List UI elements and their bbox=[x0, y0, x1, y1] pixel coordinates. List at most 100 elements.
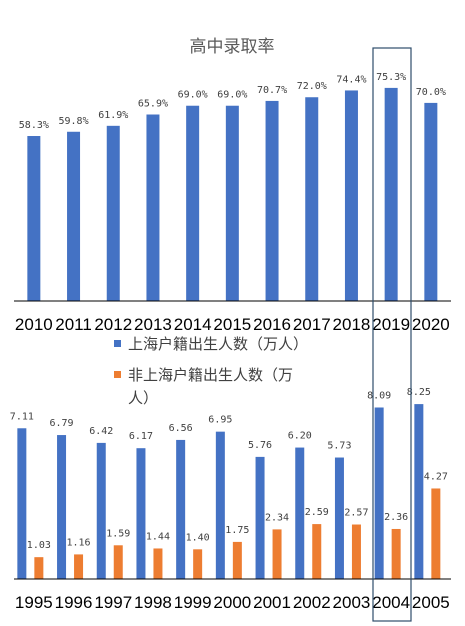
data-label-2018: 74.4% bbox=[336, 74, 366, 85]
bar-local-2002 bbox=[295, 447, 305, 579]
data-label-2020: 70.0% bbox=[416, 87, 446, 98]
bar-2020 bbox=[424, 102, 438, 302]
bar-nonlocal-1996 bbox=[74, 554, 84, 579]
data-label-nonlocal-1996: 1.16 bbox=[67, 537, 91, 548]
x-tick-2018: 2018 bbox=[333, 315, 371, 334]
bar-nonlocal-2005 bbox=[431, 488, 441, 579]
x-tick-2000: 2000 bbox=[213, 593, 251, 612]
data-label-nonlocal-2002: 2.59 bbox=[305, 507, 329, 518]
bar-2014 bbox=[186, 105, 200, 301]
x-tick-1998: 1998 bbox=[134, 593, 172, 612]
data-label-local-1998: 6.17 bbox=[129, 431, 153, 442]
bottom-chart-x-ticks: 1995 1996 1997 1998 1999 2000 2001 2002 2003 2004… bbox=[15, 593, 450, 612]
legend-label-blue: 上海户籍出生人数（万人） bbox=[128, 335, 308, 353]
bar-nonlocal-2000 bbox=[232, 541, 242, 579]
bar-local-2005 bbox=[414, 404, 424, 579]
data-label-local-1995: 7.11 bbox=[10, 411, 34, 422]
x-tick-2016: 2016 bbox=[253, 315, 291, 334]
data-label-2017: 72.0% bbox=[297, 81, 327, 92]
data-label-nonlocal-1999: 1.40 bbox=[186, 532, 210, 543]
data-label-2011: 59.8% bbox=[58, 116, 88, 127]
top-chart-data-labels: 58.3% 59.8% 61.9% 65.9% 69.0% 69.0% 70.7% 72.0%… bbox=[19, 72, 446, 131]
bar-nonlocal-1995 bbox=[34, 557, 44, 579]
x-tick-2013: 2013 bbox=[134, 315, 172, 334]
bar-local-1999 bbox=[176, 439, 186, 579]
data-label-local-1999: 6.56 bbox=[169, 423, 193, 434]
legend-label-orange-cont: 人） bbox=[128, 389, 158, 407]
bar-nonlocal-1999 bbox=[193, 549, 203, 579]
legend-label-orange: 非上海户籍出生人数（万 bbox=[128, 366, 293, 384]
x-tick-1996: 1996 bbox=[55, 593, 93, 612]
data-label-nonlocal-2005: 4.27 bbox=[424, 471, 448, 482]
bar-2011 bbox=[67, 131, 81, 301]
bar-2010 bbox=[27, 136, 41, 301]
x-tick-2020: 2020 bbox=[412, 315, 450, 334]
data-label-2014: 69.0% bbox=[178, 90, 208, 101]
x-tick-1995: 1995 bbox=[15, 593, 53, 612]
data-label-local-1996: 6.79 bbox=[50, 418, 74, 429]
data-label-2019: 75.3% bbox=[376, 72, 406, 83]
legend: 上海户籍出生人数（万人） 非上海户籍出生人数（万 人） bbox=[114, 335, 308, 407]
data-label-2016: 70.7% bbox=[257, 85, 287, 96]
data-label-nonlocal-1997: 1.59 bbox=[106, 528, 130, 539]
x-tick-2005: 2005 bbox=[412, 593, 450, 612]
data-label-2015: 69.0% bbox=[217, 90, 247, 101]
x-tick-2015: 2015 bbox=[213, 315, 251, 334]
top-chart-x-ticks: 2010 2011 2012 2013 2014 2015 2016 2017 2018 2019… bbox=[15, 315, 450, 334]
legend-swatch-blue bbox=[114, 340, 121, 347]
data-label-nonlocal-1998: 1.44 bbox=[146, 531, 170, 542]
x-tick-2003: 2003 bbox=[333, 593, 371, 612]
bar-nonlocal-1997 bbox=[113, 545, 123, 579]
data-label-nonlocal-1995: 1.03 bbox=[27, 540, 51, 551]
x-tick-2012: 2012 bbox=[94, 315, 132, 334]
x-tick-2002: 2002 bbox=[293, 593, 331, 612]
bar-local-2003 bbox=[334, 457, 344, 579]
x-tick-1999: 1999 bbox=[174, 593, 212, 612]
highlight-box bbox=[372, 47, 412, 622]
x-tick-2017: 2017 bbox=[293, 315, 331, 334]
data-label-local-1997: 6.42 bbox=[89, 426, 113, 437]
bottom-chart-bars bbox=[17, 404, 441, 579]
bar-2013 bbox=[146, 114, 160, 302]
bar-local-1998 bbox=[136, 448, 146, 579]
bar-local-1997 bbox=[96, 442, 106, 579]
bar-nonlocal-2004 bbox=[391, 528, 401, 579]
bar-2019 bbox=[384, 87, 398, 301]
bar-2015 bbox=[225, 105, 239, 301]
x-tick-2011: 2011 bbox=[55, 315, 92, 334]
bar-local-2004 bbox=[374, 407, 384, 579]
legend-swatch-orange bbox=[114, 371, 121, 378]
data-label-2010: 58.3% bbox=[19, 120, 49, 131]
bar-nonlocal-1998 bbox=[153, 548, 163, 579]
chart-title: 高中录取率 bbox=[190, 37, 275, 57]
bar-2018 bbox=[344, 90, 358, 301]
data-label-local-2001: 5.76 bbox=[248, 440, 272, 451]
x-tick-2019: 2019 bbox=[372, 315, 410, 334]
bar-2012 bbox=[106, 125, 120, 301]
bar-nonlocal-2002 bbox=[312, 524, 322, 579]
bar-local-2001 bbox=[255, 456, 265, 579]
bar-2016 bbox=[265, 100, 279, 301]
bar-local-2000 bbox=[215, 431, 225, 579]
data-label-2012: 61.9% bbox=[98, 110, 128, 121]
data-label-2013: 65.9% bbox=[138, 99, 168, 110]
data-label-nonlocal-2001: 2.34 bbox=[265, 512, 289, 523]
data-label-local-2005: 8.25 bbox=[407, 387, 431, 398]
data-label-local-2004: 8.09 bbox=[367, 390, 391, 401]
x-tick-2001: 2001 bbox=[253, 593, 291, 612]
x-tick-2004: 2004 bbox=[372, 593, 410, 612]
data-label-local-2002: 6.20 bbox=[288, 431, 312, 442]
bar-nonlocal-2003 bbox=[351, 524, 361, 579]
data-label-nonlocal-2000: 1.75 bbox=[225, 525, 249, 536]
data-label-nonlocal-2004: 2.36 bbox=[384, 512, 408, 523]
data-label-local-2000: 6.95 bbox=[208, 415, 232, 426]
data-label-nonlocal-2003: 2.57 bbox=[344, 508, 368, 519]
bar-local-1996 bbox=[57, 435, 67, 579]
top-chart-bars bbox=[27, 87, 438, 302]
x-tick-2014: 2014 bbox=[174, 315, 212, 334]
x-tick-2010: 2010 bbox=[15, 315, 53, 334]
bar-2017 bbox=[305, 97, 319, 302]
data-label-local-2003: 5.73 bbox=[327, 441, 351, 452]
bar-nonlocal-2001 bbox=[272, 529, 282, 579]
